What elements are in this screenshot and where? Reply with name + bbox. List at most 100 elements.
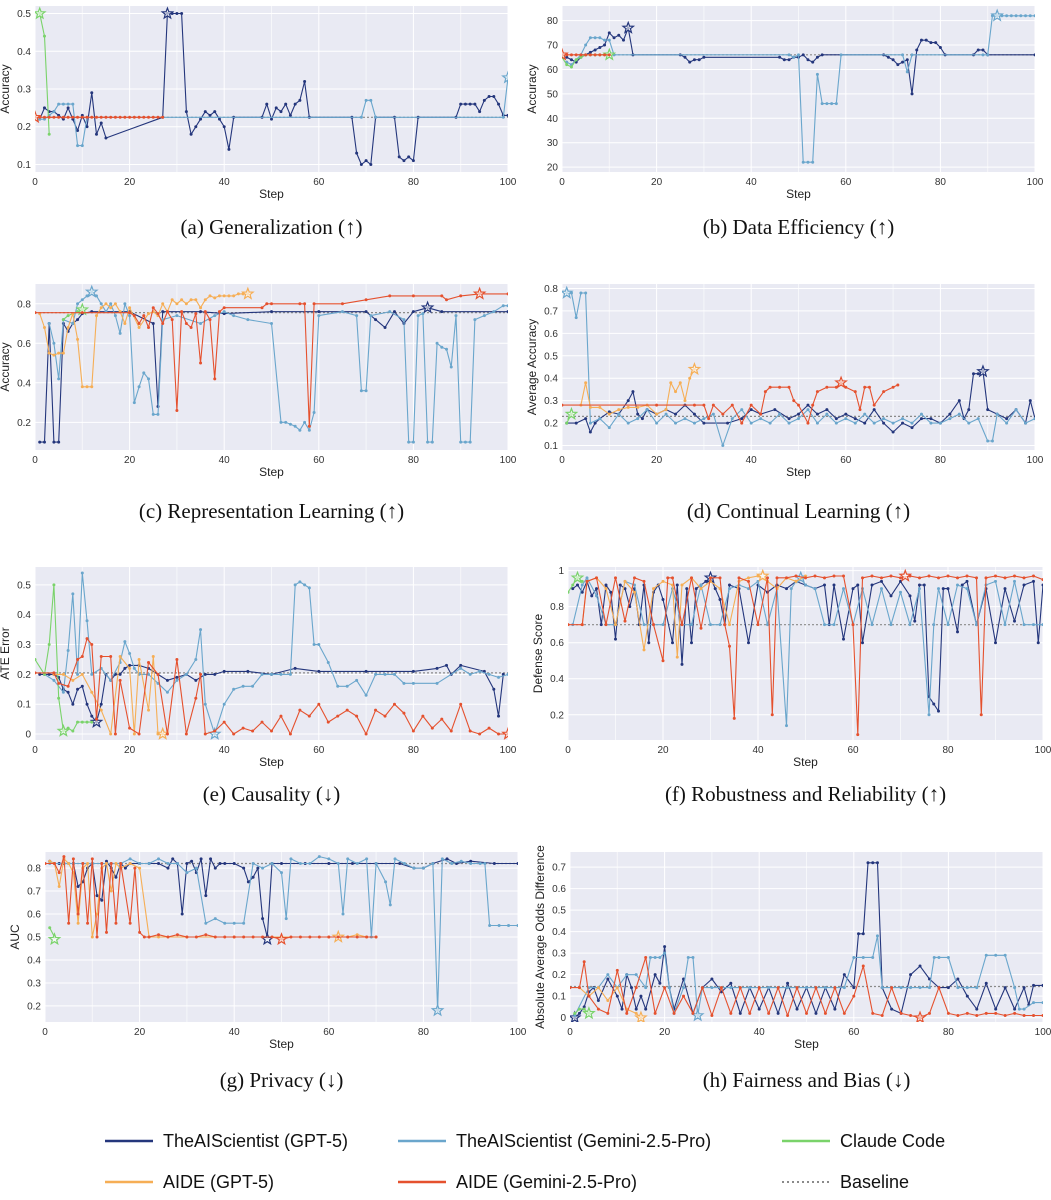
data-point (766, 623, 769, 627)
data-point (204, 894, 208, 898)
data-point (603, 53, 607, 57)
data-point (81, 861, 85, 865)
data-point (975, 623, 978, 627)
data-point (359, 162, 363, 166)
data-point (90, 643, 94, 647)
panel-caption: (h) Fairness and Bias (↓) (703, 1068, 911, 1092)
data-point (374, 708, 378, 712)
data-point (137, 325, 141, 329)
y-tick-label: 0.7 (544, 306, 558, 317)
data-point (222, 294, 226, 298)
data-point (157, 861, 161, 865)
data-point (852, 994, 856, 998)
data-point (340, 302, 344, 306)
data-point (185, 861, 189, 865)
data-point (232, 935, 236, 939)
data-point (636, 417, 640, 421)
data-point (90, 857, 94, 861)
data-point (138, 930, 142, 934)
data-point (161, 302, 165, 306)
y-axis-label: Accuracy (0, 342, 12, 391)
data-point (156, 115, 160, 119)
data-point (118, 678, 122, 682)
x-tick-label: 60 (323, 1027, 335, 1038)
data-point (891, 421, 895, 425)
best-point-star (35, 6, 47, 20)
data-point (801, 160, 805, 164)
data-point (57, 115, 61, 119)
data-point (85, 720, 89, 724)
data-point (213, 729, 217, 733)
data-point (562, 403, 564, 407)
data-point (721, 444, 725, 448)
data-point (487, 95, 491, 99)
data-point (905, 58, 909, 62)
data-point (1024, 14, 1028, 18)
y-tick-label: 0.4 (17, 47, 31, 58)
data-point (909, 986, 913, 990)
y-axis-label: AUC (8, 924, 22, 950)
data-point (615, 968, 619, 972)
x-tick-label: 40 (754, 1027, 766, 1038)
best-point-star (274, 932, 289, 946)
data-point (431, 861, 435, 865)
data-point (104, 859, 108, 863)
data-point (767, 986, 771, 990)
x-axis-label: Step (794, 1037, 819, 1051)
data-point (661, 597, 665, 601)
data-point (612, 36, 616, 40)
x-axis-label: Step (786, 187, 811, 201)
series-line (39, 664, 504, 723)
data-point (293, 102, 297, 106)
data-point (175, 861, 179, 865)
data-point (113, 314, 117, 318)
data-point (890, 986, 894, 990)
data-point (222, 125, 226, 129)
data-point (99, 654, 103, 658)
data-point (66, 314, 70, 318)
data-point (222, 720, 226, 724)
y-tick-label: 0.8 (27, 864, 41, 875)
data-point (595, 594, 598, 598)
data-point (236, 292, 240, 296)
data-point (411, 294, 415, 298)
data-point (639, 994, 643, 998)
data-point (623, 619, 627, 623)
series-theaiscientist-gpt-5- (38, 6, 508, 166)
data-point (151, 115, 155, 119)
data-point (823, 576, 826, 580)
series-aide-gemini-2-5-pro- (562, 375, 900, 425)
data-point (497, 714, 501, 718)
data-point (607, 53, 611, 57)
data-point (303, 583, 307, 587)
x-tick-label: 40 (219, 177, 231, 188)
data-point (582, 960, 586, 964)
data-point (42, 672, 46, 676)
plot-area (562, 285, 1035, 448)
data-point (932, 702, 936, 706)
data-point (132, 115, 136, 119)
data-point (863, 385, 867, 389)
data-point (948, 417, 952, 421)
data-point (573, 1011, 577, 1015)
data-point (118, 115, 122, 119)
data-point (459, 102, 463, 106)
data-point (580, 583, 584, 587)
data-point (52, 861, 56, 865)
y-axis-label: Accuracy (0, 64, 12, 113)
data-point (891, 385, 895, 389)
data-point (487, 672, 491, 676)
data-point (90, 91, 94, 95)
data-point (147, 377, 151, 381)
data-point (584, 43, 588, 47)
data-point (1032, 623, 1035, 627)
data-point (813, 574, 817, 578)
data-point (209, 857, 213, 861)
data-point (1032, 1001, 1036, 1005)
data-point (35, 671, 37, 675)
data-point (584, 291, 588, 295)
x-axis-label: Step (269, 1037, 294, 1051)
data-point (785, 724, 788, 728)
x-tick-label: 20 (659, 1027, 671, 1038)
data-point (430, 726, 434, 730)
